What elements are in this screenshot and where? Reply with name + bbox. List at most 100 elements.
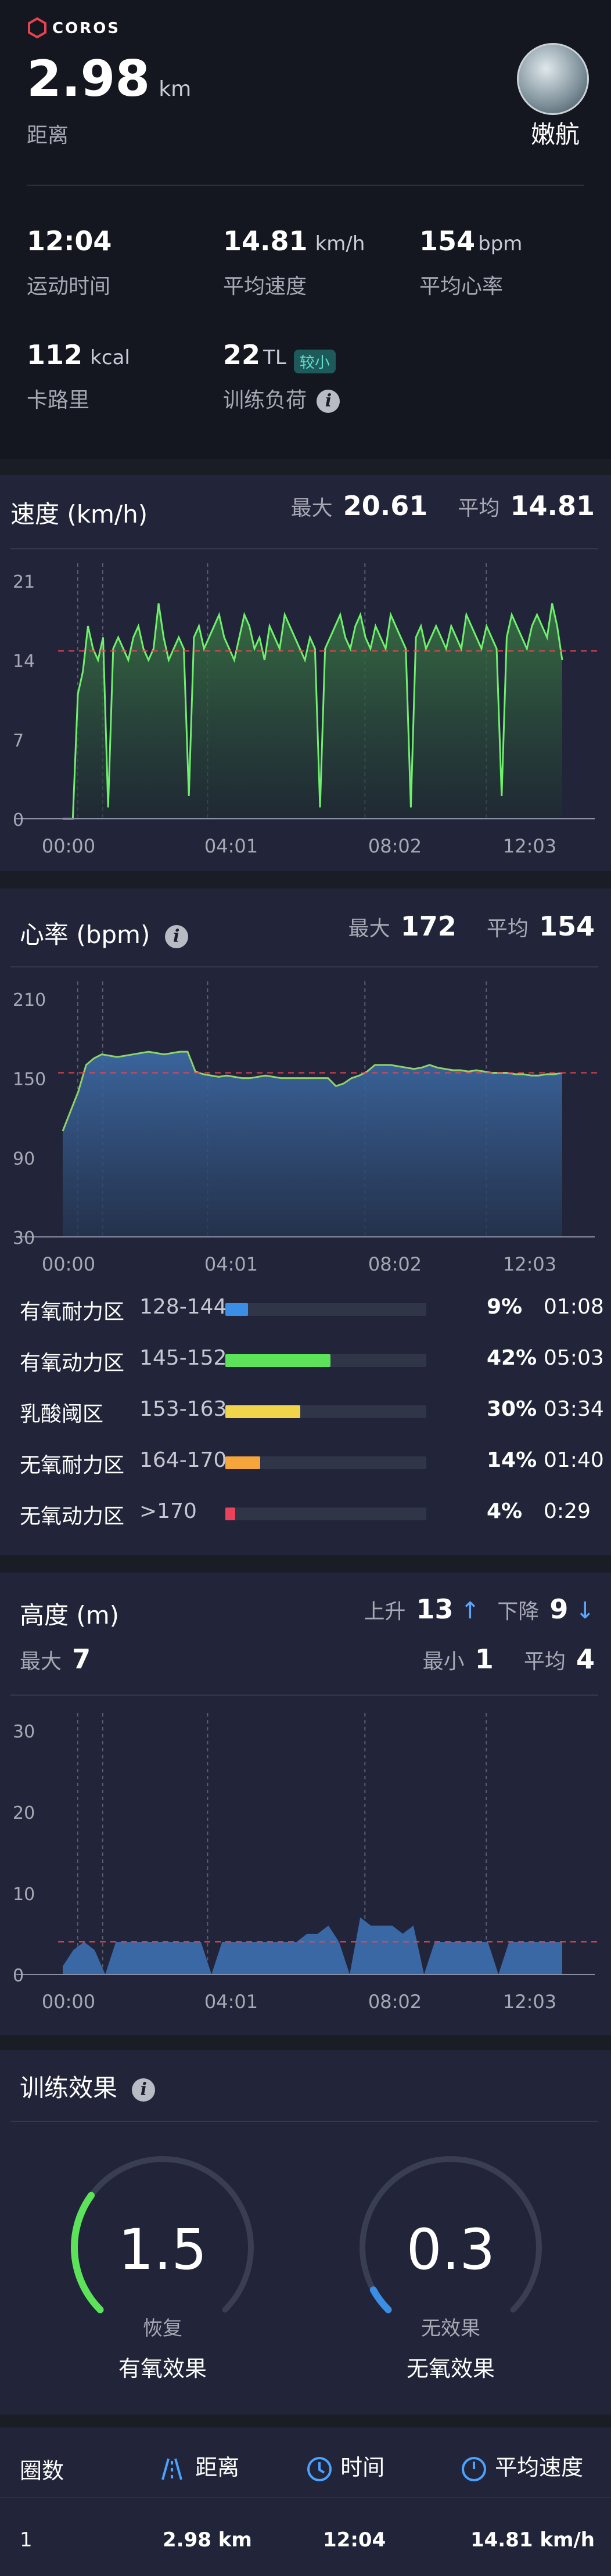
zone-name: 无氧耐力区 (20, 1454, 125, 1477)
laps-header-speed-label: 平均速度 (495, 2455, 584, 2480)
y-tick-label: 10 (13, 1884, 35, 1905)
anaerobic-status: 无效果 (421, 2317, 480, 2340)
y-tick-label: 20 (13, 1803, 35, 1823)
y-tick-label: 30 (13, 1722, 35, 1742)
gauge-progress (71, 2192, 104, 2314)
laps-header-lap: 圈数 (20, 2458, 64, 2484)
stat-speed: 14.81 km/h (223, 225, 365, 257)
altitude-chart: 30 20 10 0 00:00 04:01 08:02 12:03 (13, 1713, 598, 2013)
zone-bar-fill (225, 1456, 260, 1469)
heart-summary: 最大 172 平均 154 (348, 911, 595, 942)
x-tick-label: 00:00 (42, 835, 95, 854)
descent-value: 9 (549, 1593, 569, 1625)
series-line (63, 603, 563, 820)
zone-time: 05:03 (544, 1346, 604, 1370)
stat-speed-unit: km/h (315, 232, 365, 256)
zone-range: 145-152 (139, 1346, 227, 1370)
x-tick-label: 04:01 (204, 1991, 258, 2013)
zone-name: 有氧动力区 (20, 1351, 125, 1375)
heart-info-icon[interactable]: i (164, 924, 188, 948)
y-tick-label: 210 (13, 990, 46, 1010)
y-tick-label: 0 (13, 1966, 24, 1986)
zone-range: 164-170 (139, 1448, 227, 1472)
laps-header-distance-label: 距离 (195, 2455, 240, 2480)
stat-load-value: 22 (223, 339, 261, 370)
heart-avg-value: 154 (538, 911, 595, 942)
series-line (62, 1050, 563, 1132)
avatar[interactable] (517, 43, 589, 115)
lap-row-time: 12:04 (323, 2528, 386, 2552)
y-tick-label: 0 (13, 810, 24, 830)
load-info-icon[interactable]: i (317, 390, 340, 413)
effect-divider (10, 2121, 598, 2122)
altitude-divider (10, 1694, 598, 1696)
zone-time: 01:08 (544, 1295, 604, 1319)
coros-logo-icon (28, 17, 46, 39)
hr-zone-row: 乳酸阈区 153-163 30% 03:34 (0, 1397, 611, 1437)
arrow-up-icon: ↑ (460, 1598, 480, 1624)
heart-title: 心率 (bpm) (20, 920, 150, 949)
stat-calories-unit: kcal (90, 346, 130, 369)
stat-heartrate-value: 154 (419, 225, 476, 257)
lap-row-number[interactable]: 1 (20, 2528, 33, 2552)
y-tick-label: 7 (13, 731, 24, 751)
y-tick-label: 21 (13, 572, 35, 592)
effect-info-icon[interactable]: i (132, 2078, 156, 2102)
zone-bar-fill (225, 1354, 330, 1367)
zone-bar-track (225, 1456, 426, 1469)
gauge-track (360, 2156, 542, 2313)
alt-max-value: 7 (72, 1643, 91, 1675)
y-tick-label: 90 (13, 1149, 35, 1169)
zone-bar-fill (225, 1405, 300, 1418)
altitude-gain: 上升 13 ↑ 下降 9 ↓ (364, 1593, 595, 1625)
speed-summary: 最大 20.61 平均 14.81 (291, 490, 595, 521)
x-tick-label: 12:03 (503, 835, 556, 854)
laps-card (0, 2427, 611, 2576)
zone-bar-fill (225, 1303, 248, 1316)
zone-range: >170 (139, 1499, 197, 1523)
aerobic-gauge (71, 2156, 254, 2314)
clock-icon (307, 2456, 332, 2481)
zone-percent: 42% (487, 1346, 537, 1370)
zone-time: 0:29 (544, 1499, 591, 1523)
descent-label: 下降 (497, 1600, 540, 1624)
zone-bar-fill (225, 1508, 235, 1520)
altitude-max: 最大 7 (20, 1643, 91, 1675)
x-tick-label: 08:02 (368, 1253, 422, 1275)
y-tick-label: 30 (13, 1228, 35, 1249)
stat-load-label-wrap: 训练负荷 i (223, 383, 340, 413)
hr-zone-row: 有氧动力区 145-152 42% 05:03 (0, 1346, 611, 1386)
x-tick-label: 00:00 (42, 1253, 95, 1275)
heart-max-value: 172 (400, 911, 457, 942)
stat-heartrate-unit: bpm (478, 232, 523, 256)
aerobic-status: 恢复 (143, 2317, 182, 2340)
altitude-title: 高度 (m) (20, 1601, 120, 1629)
hr-zone-row: 无氧动力区 >170 4% 0:29 (0, 1499, 611, 1539)
speed-max-value: 20.61 (343, 490, 428, 521)
zone-name: 无氧动力区 (20, 1505, 125, 1528)
stat-duration-value: 12:04 (27, 225, 112, 257)
aerobic-label: 有氧效果 (118, 2356, 207, 2381)
zone-time: 01:40 (544, 1448, 604, 1472)
heart-title-wrap: 心率 (bpm) i (20, 915, 188, 951)
laps-header-time-label: 时间 (340, 2455, 385, 2480)
stat-heartrate: 154 bpm (419, 225, 522, 257)
anaerobic-label: 无氧效果 (406, 2356, 495, 2381)
effect-title-wrap: 训练效果 i (20, 2068, 156, 2104)
aerobic-value: 1.5 (118, 2217, 207, 2282)
route-icon (161, 2458, 182, 2480)
zone-range: 128-144 (139, 1295, 227, 1319)
distance-label: 距离 (27, 124, 69, 147)
alt-min-label: 最小 (422, 1650, 465, 1674)
series-area (63, 1052, 562, 1237)
heart-max-label: 最大 (348, 917, 390, 941)
lap-row-distance: 2.98 km (163, 2528, 252, 2552)
y-tick-label: 150 (13, 1070, 46, 1090)
stat-load-unit: TL (263, 346, 286, 369)
speed-title: 速度 (km/h) (10, 500, 148, 528)
speed-divider (10, 548, 598, 549)
heart-chart: 210 150 90 30 00:00 04:01 08:02 12:03 (13, 981, 598, 1275)
stat-calories-value: 112 (27, 339, 83, 370)
speed-avg-value: 14.81 (510, 490, 595, 521)
effect-card (0, 2050, 611, 2415)
